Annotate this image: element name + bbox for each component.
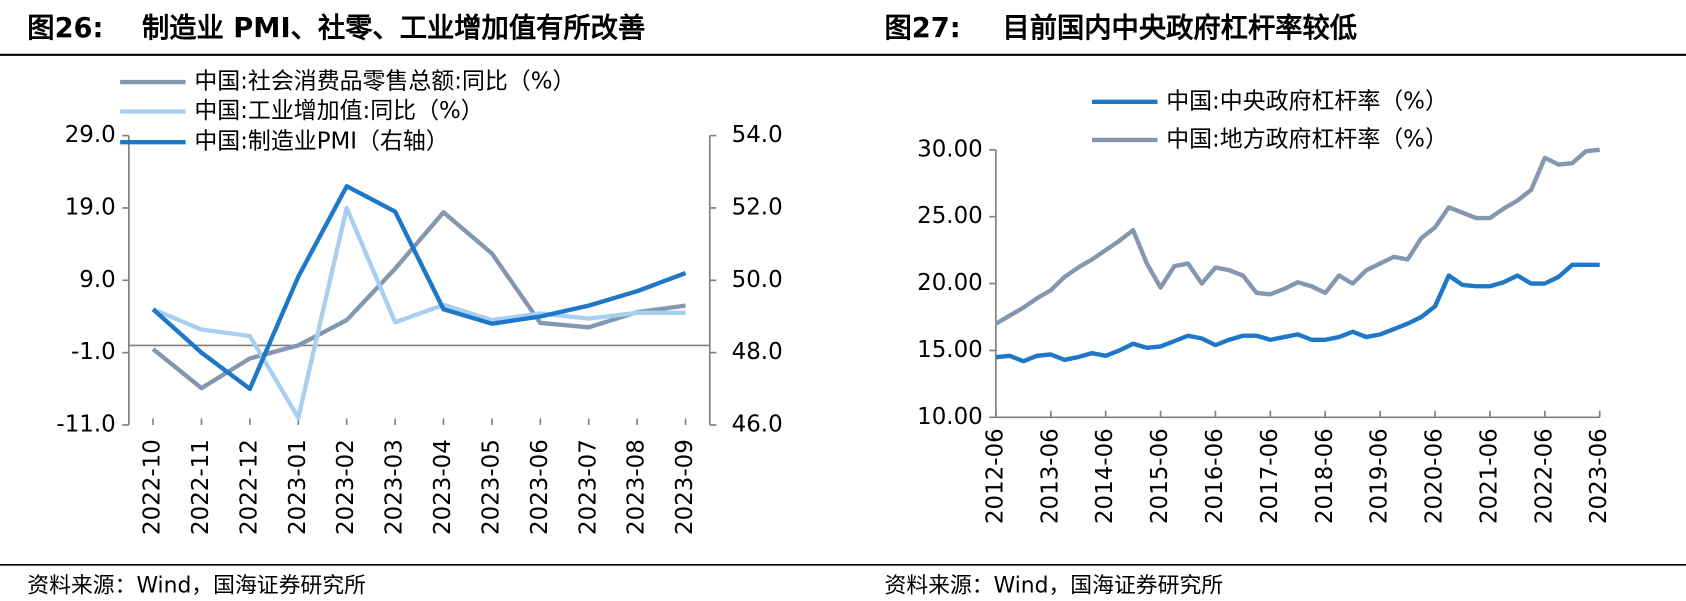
legend-label: 中国:制造业PMI（右轴） xyxy=(194,129,448,155)
x-tick-label: 2023-06 xyxy=(527,439,553,535)
y-tick-label: -1.0 xyxy=(71,339,116,365)
series-line xyxy=(994,147,1600,326)
x-tick-label: 2016-06 xyxy=(1202,428,1228,524)
y2-tick-label: 48.0 xyxy=(732,339,783,365)
y-tick-label: 25.00 xyxy=(917,203,983,229)
y2-tick-label: 52.0 xyxy=(732,194,783,220)
x-tick-label: 2022-11 xyxy=(188,439,214,535)
x-tick-label: 2023-02 xyxy=(333,439,359,535)
y-tick-label: 15.00 xyxy=(917,337,983,363)
chart-title: 制造业 PMI、社零、工业增加值有所改善 xyxy=(142,12,645,44)
x-tick-label: 2023-04 xyxy=(430,439,456,535)
x-tick-label: 2023-05 xyxy=(478,439,504,535)
x-tick-label: 2023-06 xyxy=(1586,428,1612,524)
series-line xyxy=(151,210,686,391)
x-tick-label: 2023-01 xyxy=(285,439,311,535)
x-tick-label: 2023-08 xyxy=(624,439,650,535)
legend-label: 中国:中央政府杠杆率（%） xyxy=(1166,88,1448,114)
x-tick-label: 2023-09 xyxy=(672,439,698,535)
x-tick-label: 2018-06 xyxy=(1312,428,1338,524)
x-tick-label: 2019-06 xyxy=(1367,428,1393,524)
x-tick-label: 2021-06 xyxy=(1476,428,1502,524)
y-tick-label: -11.0 xyxy=(56,411,115,437)
x-tick-label: 2013-06 xyxy=(1037,428,1063,524)
x-tick-label: 2017-06 xyxy=(1257,428,1283,524)
x-tick-label: 2022-12 xyxy=(236,439,262,535)
y-tick-label: 10.00 xyxy=(917,404,983,430)
y2-tick-label: 46.0 xyxy=(732,411,783,437)
legend-label: 中国:社会消费品零售总额:同比（%） xyxy=(194,69,575,95)
x-tick-label: 2020-06 xyxy=(1422,428,1448,524)
legend-label: 中国:地方政府杠杆率（%） xyxy=(1166,126,1448,152)
series-line xyxy=(152,205,686,420)
y2-tick-label: 50.0 xyxy=(732,267,783,293)
y2-tick-label: 54.0 xyxy=(732,122,783,148)
x-tick-label: 2023-03 xyxy=(382,439,408,535)
y-tick-label: 29.0 xyxy=(65,122,116,148)
y-tick-label: 19.0 xyxy=(65,194,116,220)
legend-label: 中国:工业增加值:同比（%） xyxy=(194,98,483,124)
x-tick-label: 2022-10 xyxy=(140,439,166,535)
source-note: 资料来源：Wind，国海证券研究所 xyxy=(884,574,1223,599)
series-line xyxy=(995,262,1600,364)
y-tick-label: 30.00 xyxy=(917,136,983,162)
figure-label: 图27: xyxy=(884,13,960,44)
y-tick-label: 9.0 xyxy=(79,267,115,293)
x-tick-label: 2012-06 xyxy=(982,428,1008,524)
y-tick-label: 20.00 xyxy=(917,270,983,296)
figure-label: 图26: xyxy=(27,13,103,44)
source-note: 资料来源：Wind，国海证券研究所 xyxy=(27,574,366,599)
series-line xyxy=(151,184,687,392)
x-tick-label: 2014-06 xyxy=(1092,428,1118,524)
x-tick-label: 2023-07 xyxy=(575,439,601,535)
x-tick-label: 2022-06 xyxy=(1531,428,1557,524)
x-tick-label: 2015-06 xyxy=(1147,428,1173,524)
chart-title: 目前国内中央政府杠杆率较低 xyxy=(1002,12,1357,44)
